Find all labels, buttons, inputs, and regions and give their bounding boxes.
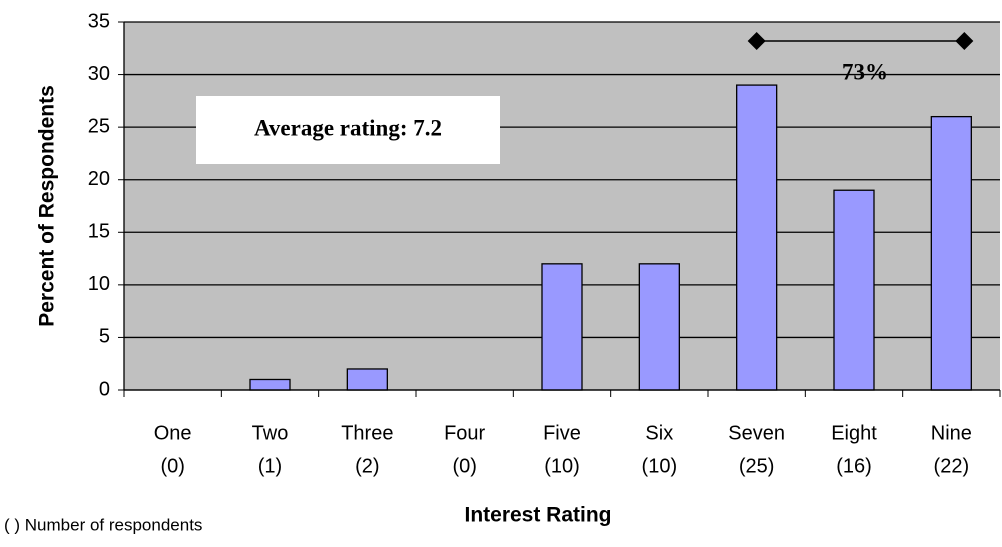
x-tick-count: (10) xyxy=(642,455,678,477)
bar xyxy=(346,368,388,391)
x-tick-count: (22) xyxy=(934,455,970,477)
x-tick-count: (0) xyxy=(160,455,184,477)
y-tick-label: 35 xyxy=(88,10,110,32)
x-tick-label: Six xyxy=(645,422,673,444)
x-tick-label: Five xyxy=(543,422,581,444)
y-axis-label: Percent of Respondents xyxy=(36,85,59,327)
y-tick-label: 20 xyxy=(88,168,110,190)
y-tick-label: 30 xyxy=(88,63,110,85)
y-tick-label: 0 xyxy=(99,378,110,400)
x-tick-count: (2) xyxy=(355,455,379,477)
x-tick-label: Three xyxy=(341,422,393,444)
y-tick-label: 15 xyxy=(88,221,110,243)
range-share-annotation: 73% xyxy=(842,59,888,84)
average-annotation: Average rating: 7.2 xyxy=(254,115,442,140)
y-tick-label: 25 xyxy=(88,115,110,137)
x-tick-label: Four xyxy=(444,422,485,444)
x-tick-count: (0) xyxy=(452,455,476,477)
footnote: ( ) Number of respondents xyxy=(4,515,202,534)
y-tick-label: 10 xyxy=(88,273,110,295)
average-box xyxy=(196,96,500,164)
bar xyxy=(638,263,680,391)
x-tick-label: One xyxy=(154,422,192,444)
x-tick-count: (10) xyxy=(544,455,580,477)
x-tick-count: (25) xyxy=(739,455,775,477)
x-tick-count: (1) xyxy=(258,455,282,477)
bar xyxy=(736,84,778,391)
range-marker xyxy=(955,32,974,50)
bar xyxy=(249,378,291,391)
x-axis-label: Interest Rating xyxy=(464,504,611,527)
x-tick-label: Nine xyxy=(931,422,972,444)
bar xyxy=(541,263,583,391)
x-tick-label: Two xyxy=(252,422,289,444)
x-tick-label: Seven xyxy=(728,422,785,444)
x-tick-count: (16) xyxy=(836,455,872,477)
y-tick-label: 5 xyxy=(99,326,110,348)
bar xyxy=(930,115,972,391)
range-marker xyxy=(747,32,766,50)
bar xyxy=(833,189,875,391)
x-tick-label: Eight xyxy=(831,422,877,444)
